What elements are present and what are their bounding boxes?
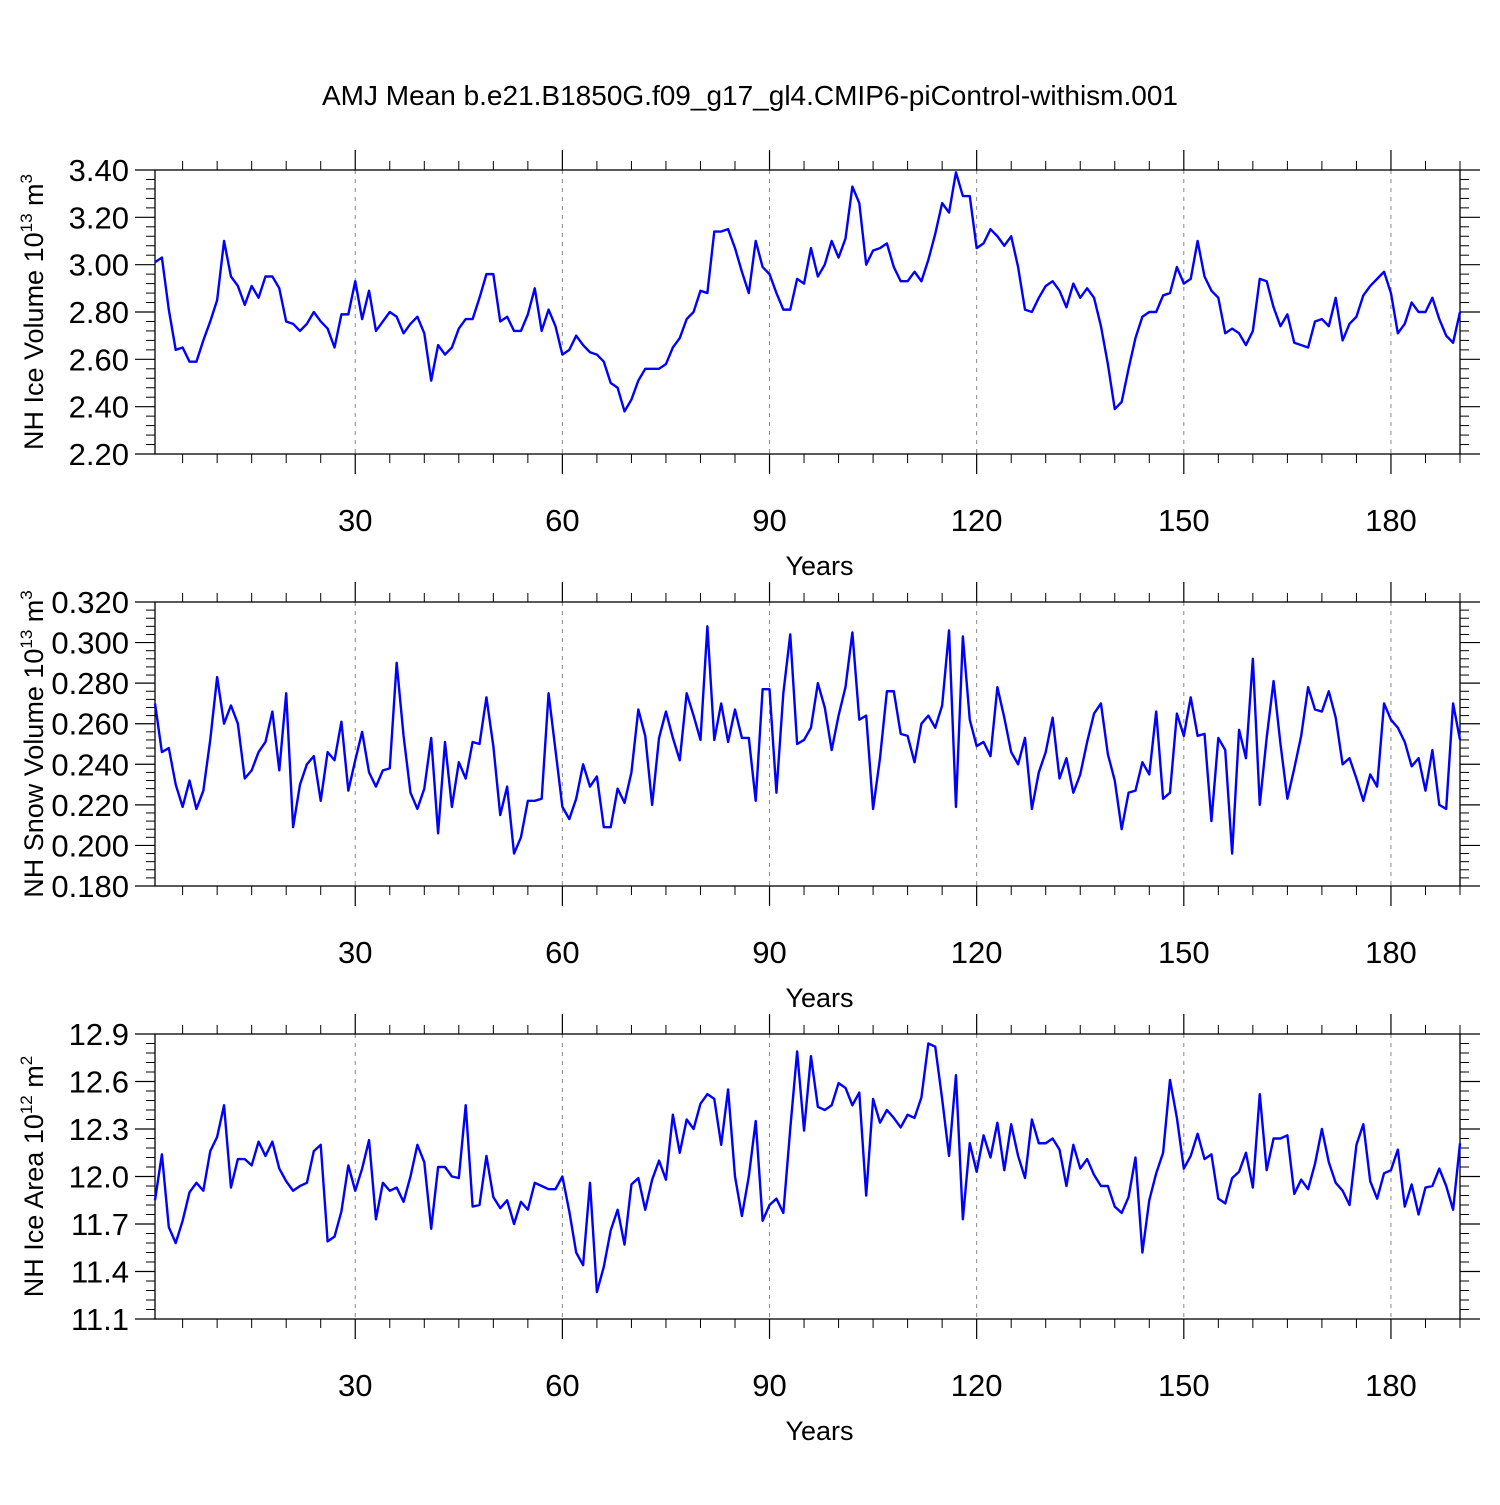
y-tick-label: 0.280	[51, 666, 129, 701]
y-tick-label: 0.300	[51, 626, 129, 661]
x-tick-label: 90	[752, 935, 786, 970]
y-axis-label: NH Ice Volume 1013 m3	[17, 174, 49, 450]
y-tick-label: 3.00	[69, 248, 129, 283]
series-line	[153, 1042, 1462, 1294]
y-tick-label: 11.7	[71, 1207, 129, 1242]
y-axis-label-text: NH Snow Volume 10	[19, 649, 49, 898]
plot-frame	[154, 1033, 1461, 1320]
x-tick-label: 90	[752, 1368, 786, 1403]
x-tick-label: 150	[1158, 503, 1210, 538]
y-axis-label-unit: m	[19, 183, 49, 213]
figure-title: AMJ Mean b.e21.B1850G.f09_g17_gl4.CMIP6-…	[321, 80, 1178, 111]
x-tick-label: 120	[951, 1368, 1003, 1403]
x-tick-label: 30	[338, 503, 372, 538]
x-tick-label: 30	[338, 935, 372, 970]
y-axis-label-unit-exponent: 3	[17, 174, 36, 183]
y-tick-label: 2.60	[69, 342, 129, 377]
y-axis-label-unit: m	[19, 600, 49, 630]
y-tick-label: 0.260	[51, 707, 129, 742]
x-tick-label: 60	[545, 503, 579, 538]
x-tick-label: 120	[951, 935, 1003, 970]
x-axis-label: Years	[785, 983, 853, 1013]
x-axis-label: Years	[785, 1416, 853, 1446]
x-tick-label: 180	[1365, 1368, 1417, 1403]
y-tick-label: 2.80	[69, 295, 129, 330]
x-tick-label: 90	[752, 503, 786, 538]
chart-panel-2: 0.180 0.200 0.220 0.240 0.260 0.280 0.300 0.320…	[17, 582, 1480, 1013]
y-tick-label: 12.9	[69, 1017, 129, 1052]
y-axis-label-exponent: 13	[17, 213, 36, 232]
y-axis-label-unit: m	[19, 1065, 49, 1095]
y-tick-label: 3.40	[69, 153, 129, 188]
chart-panel-3: 11.1 11.4 11.7 12.0 12.3 12.6 12.9 30 60 90 120 150…	[17, 1014, 1480, 1446]
y-axis-label: NH Snow Volume 1013 m3	[17, 590, 49, 898]
y-axis-label-text: NH Ice Volume 10	[19, 232, 49, 450]
x-tick-label: 150	[1158, 935, 1210, 970]
y-axis-label-unit-exponent: 3	[17, 590, 36, 599]
y-tick-label: 0.320	[51, 585, 129, 620]
y-axis-label-unit-exponent: 2	[17, 1056, 36, 1065]
y-axis-label-text: NH Ice Area 10	[19, 1114, 49, 1297]
y-tick-label: 0.200	[51, 828, 129, 863]
y-tick-label: 12.3	[69, 1112, 129, 1147]
y-tick-label: 2.40	[69, 390, 129, 425]
x-axis-label: Years	[785, 551, 853, 581]
x-tick-label: 120	[951, 503, 1003, 538]
y-tick-label: 11.4	[71, 1255, 129, 1290]
plot-frame	[154, 169, 1461, 455]
x-tick-label: 30	[338, 1368, 372, 1403]
x-tick-label: 60	[545, 935, 579, 970]
y-tick-label: 0.240	[51, 747, 129, 782]
plot-frame	[154, 601, 1461, 887]
y-axis-label: NH Ice Area 1012 m2	[17, 1056, 49, 1297]
y-tick-label: 12.6	[69, 1065, 129, 1100]
y-tick-label: 11.1	[71, 1302, 129, 1337]
y-tick-label: 0.180	[51, 869, 129, 904]
y-axis-label-exponent: 12	[17, 1095, 36, 1114]
y-tick-label: 0.220	[51, 788, 129, 823]
x-tick-label: 180	[1365, 503, 1417, 538]
y-tick-label: 12.0	[69, 1160, 129, 1195]
series-line	[153, 625, 1462, 855]
chart-panel-1: 2.20 2.40 2.60 2.80 3.00 3.20 3.40 30 60 90 120 150…	[17, 150, 1480, 581]
series-line	[154, 171, 1462, 413]
x-tick-label: 150	[1158, 1368, 1210, 1403]
y-axis-label-exponent: 13	[17, 630, 36, 649]
x-tick-label: 180	[1365, 935, 1417, 970]
y-tick-label: 2.20	[69, 437, 129, 472]
y-tick-label: 3.20	[69, 200, 129, 235]
x-tick-label: 60	[545, 1368, 579, 1403]
